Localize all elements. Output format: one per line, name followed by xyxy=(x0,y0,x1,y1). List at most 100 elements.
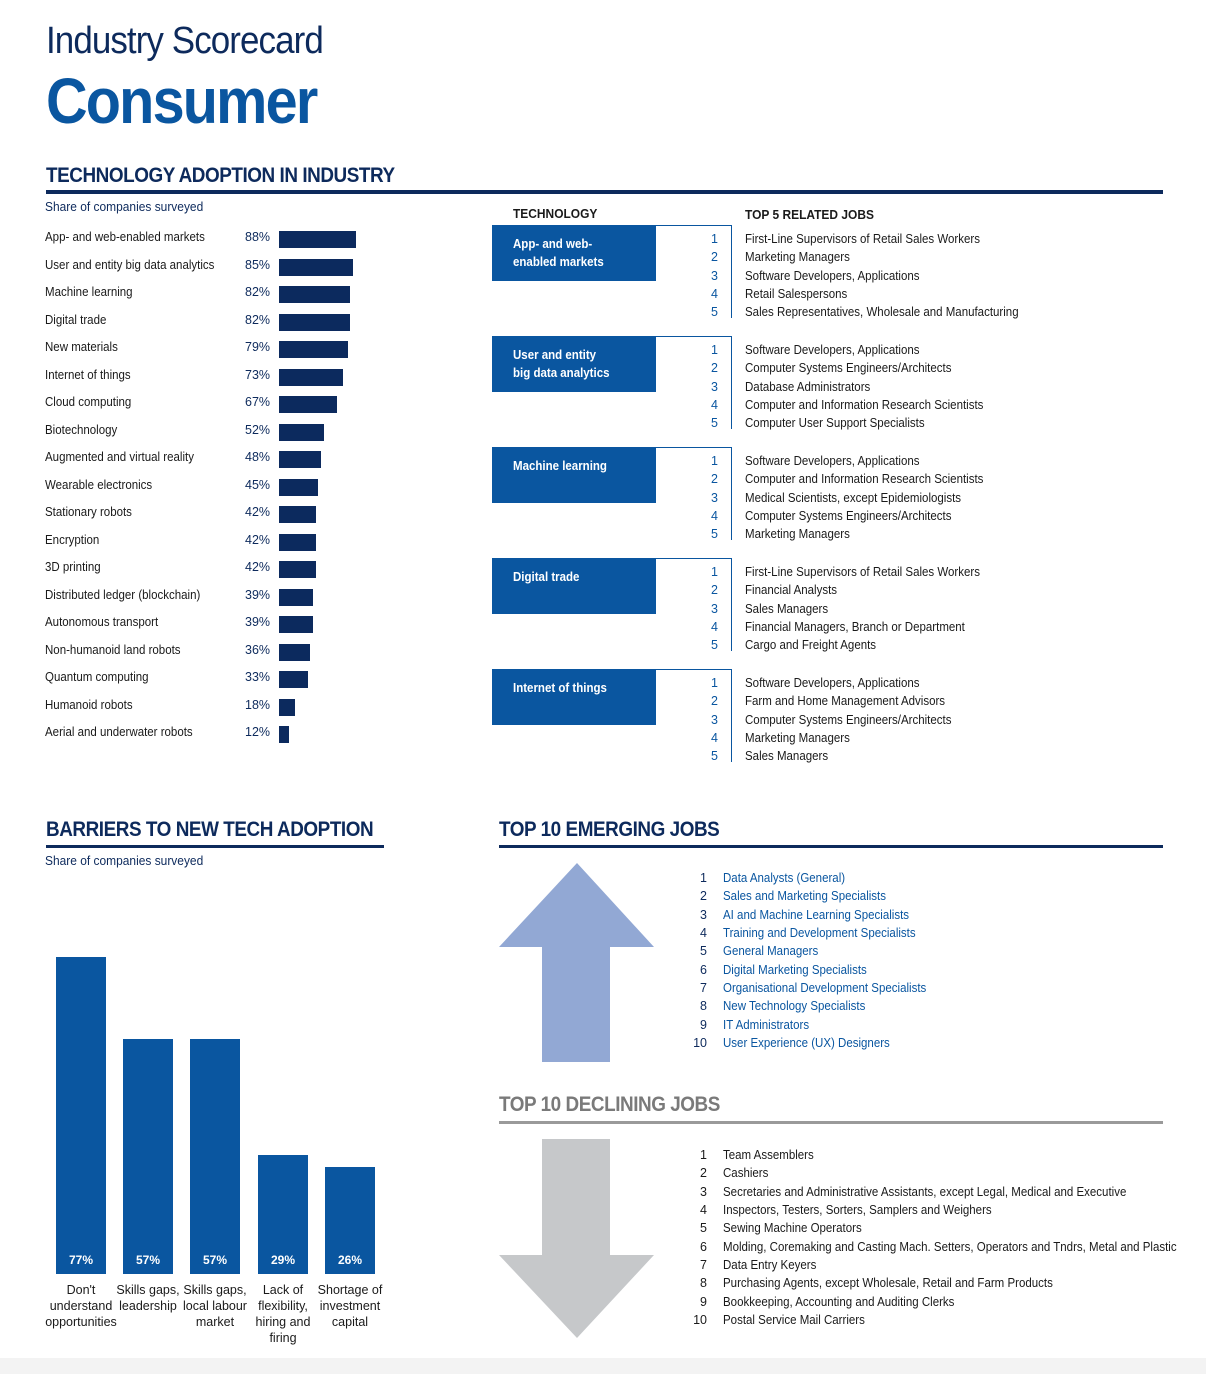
adoption-label: Humanoid robots xyxy=(45,697,133,712)
rank-number: 10 xyxy=(693,1036,707,1051)
rank-number: 3 xyxy=(711,601,718,616)
barrier-bar xyxy=(123,1039,173,1274)
adoption-label: Distributed ledger (blockchain) xyxy=(45,587,201,602)
adoption-label: Autonomous transport xyxy=(45,615,159,629)
rank-number: 5 xyxy=(711,527,718,542)
up-arrow-icon xyxy=(499,863,654,1062)
adoption-label: Encryption xyxy=(45,532,100,547)
rank-number: 8 xyxy=(700,1276,707,1291)
rank-number: 1 xyxy=(711,343,718,357)
adoption-label: Digital trade xyxy=(45,312,107,327)
rank-number: 4 xyxy=(700,1203,707,1218)
bracket-line xyxy=(731,336,732,429)
rank-number: 3 xyxy=(700,907,707,922)
rank-number: 1 xyxy=(711,454,718,468)
related-job: Computer Systems Engineers/Architects xyxy=(745,508,952,523)
adoption-bar xyxy=(279,616,313,633)
adoption-label: Augmented and virtual reality xyxy=(45,450,194,464)
technology-name: enabled markets xyxy=(513,255,604,269)
adoption-bar xyxy=(279,478,318,496)
rank-number: 4 xyxy=(711,619,718,634)
related-job: Medical Scientists, except Epidemiologis… xyxy=(745,490,962,505)
adoption-label: Aerial and underwater robots xyxy=(45,725,193,739)
adoption-heading: TECHNOLOGY ADOPTION IN INDUSTRY xyxy=(46,164,395,187)
rank-number: 5 xyxy=(700,944,707,959)
technology-name: Digital trade xyxy=(513,570,580,584)
adoption-percent: 18% xyxy=(245,697,271,712)
adoption-percent: 36% xyxy=(245,642,271,657)
rank-number: 2 xyxy=(700,1166,707,1181)
adoption-subtitle: Share of companies surveyed xyxy=(45,199,204,214)
emerging-rule xyxy=(499,845,1163,848)
job-title: Inspectors, Testers, Sorters, Samplers a… xyxy=(723,1203,992,1218)
adoption-percent: 39% xyxy=(245,587,271,602)
rank-number: 3 xyxy=(711,268,718,283)
adoption-percent: 42% xyxy=(245,560,271,574)
adoption-label: Biotechnology xyxy=(45,422,118,437)
barrier-category-line: local labour xyxy=(183,1299,247,1313)
job-title: Bookkeeping, Accounting and Auditing Cle… xyxy=(723,1294,955,1309)
barrier-category-line: capital xyxy=(331,1315,369,1329)
rank-number: 9 xyxy=(700,1017,707,1032)
technology-box: Digital trade xyxy=(492,558,656,614)
down-arrow-icon xyxy=(499,1139,654,1338)
related-job: Computer and Information Research Scient… xyxy=(745,397,984,412)
barrier-category-line: Skills gaps, xyxy=(183,1283,247,1297)
adoption-label: Quantum computing xyxy=(45,670,149,684)
rank-number: 6 xyxy=(700,962,707,977)
barriers-subtitle: Share of companies surveyed xyxy=(45,853,204,868)
rank-number: 6 xyxy=(700,1239,707,1254)
rank-number: 2 xyxy=(711,583,718,598)
job-title: Molding, Coremaking and Casting Mach. Se… xyxy=(723,1239,1177,1254)
related-job: First-Line Supervisors of Retail Sales W… xyxy=(745,232,980,246)
job-title: Organisational Development Specialists xyxy=(723,981,927,996)
related-job: Computer and Information Research Scient… xyxy=(745,472,984,487)
adoption-label: Stationary robots xyxy=(45,505,132,519)
adoption-percent: 67% xyxy=(245,395,271,409)
job-title: Digital Marketing Specialists xyxy=(723,962,867,977)
adoption-bar xyxy=(279,698,295,716)
adoption-bar xyxy=(279,258,353,276)
barrier-category-line: investment xyxy=(319,1299,381,1313)
adoption-bar xyxy=(279,588,313,606)
rank-number: 1 xyxy=(711,676,718,690)
adoption-percent: 79% xyxy=(245,340,271,354)
technology-column-header: TECHNOLOGY xyxy=(513,206,598,221)
related-job: Database Administrators xyxy=(745,379,871,394)
related-job: Financial Managers, Branch or Department xyxy=(745,619,965,634)
rank-number: 8 xyxy=(700,999,707,1014)
technology-box: Machine learning xyxy=(492,447,656,503)
barrier-bar xyxy=(325,1167,375,1274)
rank-number: 5 xyxy=(711,416,718,431)
connector-line xyxy=(656,225,732,226)
job-title: Training and Development Specialists xyxy=(723,926,916,941)
related-job: Cargo and Freight Agents xyxy=(745,638,877,653)
connector-line xyxy=(656,558,732,559)
rank-number: 9 xyxy=(700,1294,707,1309)
rank-number: 5 xyxy=(711,749,718,764)
related-job: Sales Managers xyxy=(745,749,829,764)
job-title: Sewing Machine Operators xyxy=(723,1221,862,1236)
adoption-label: Non-humanoid land robots xyxy=(45,642,181,657)
barrier-value: 57% xyxy=(135,1253,161,1267)
rank-number: 4 xyxy=(700,926,707,941)
barriers-rule xyxy=(46,845,384,848)
bracket-line xyxy=(731,225,732,318)
rank-number: 4 xyxy=(711,508,718,523)
barrier-category-line: market xyxy=(195,1315,235,1329)
barrier-category-line: opportunities xyxy=(45,1315,117,1329)
job-title: Data Analysts (General) xyxy=(723,871,846,885)
barrier-bar xyxy=(258,1155,308,1274)
related-job: Marketing Managers xyxy=(745,527,850,542)
related-job: Computer Systems Engineers/Architects xyxy=(745,712,952,727)
adoption-bar xyxy=(279,231,356,248)
rank-number: 1 xyxy=(711,565,718,579)
related-job: Marketing Managers xyxy=(745,730,850,745)
technology-box: User and entity big data analytics xyxy=(492,336,656,392)
technology-box: App- and web-enabled markets xyxy=(492,225,656,281)
rank-number: 2 xyxy=(711,361,718,376)
adoption-percent: 52% xyxy=(245,422,271,437)
technology-name: Machine learning xyxy=(513,459,607,473)
adoption-label: New materials xyxy=(45,340,118,354)
barrier-category-line: firing xyxy=(269,1331,297,1345)
